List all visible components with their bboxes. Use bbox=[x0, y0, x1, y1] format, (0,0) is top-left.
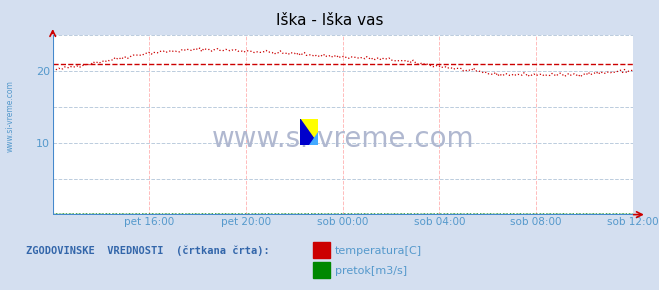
Text: www.si-vreme.com: www.si-vreme.com bbox=[212, 125, 474, 153]
Text: temperatura[C]: temperatura[C] bbox=[335, 246, 422, 256]
Text: www.si-vreme.com: www.si-vreme.com bbox=[5, 80, 14, 152]
Text: Iška - Iška vas: Iška - Iška vas bbox=[275, 13, 384, 28]
Polygon shape bbox=[309, 132, 318, 145]
Text: ZGODOVINSKE  VREDNOSTI  (črtkana črta):: ZGODOVINSKE VREDNOSTI (črtkana črta): bbox=[26, 245, 270, 255]
Polygon shape bbox=[300, 119, 318, 145]
Text: pretok[m3/s]: pretok[m3/s] bbox=[335, 266, 407, 276]
